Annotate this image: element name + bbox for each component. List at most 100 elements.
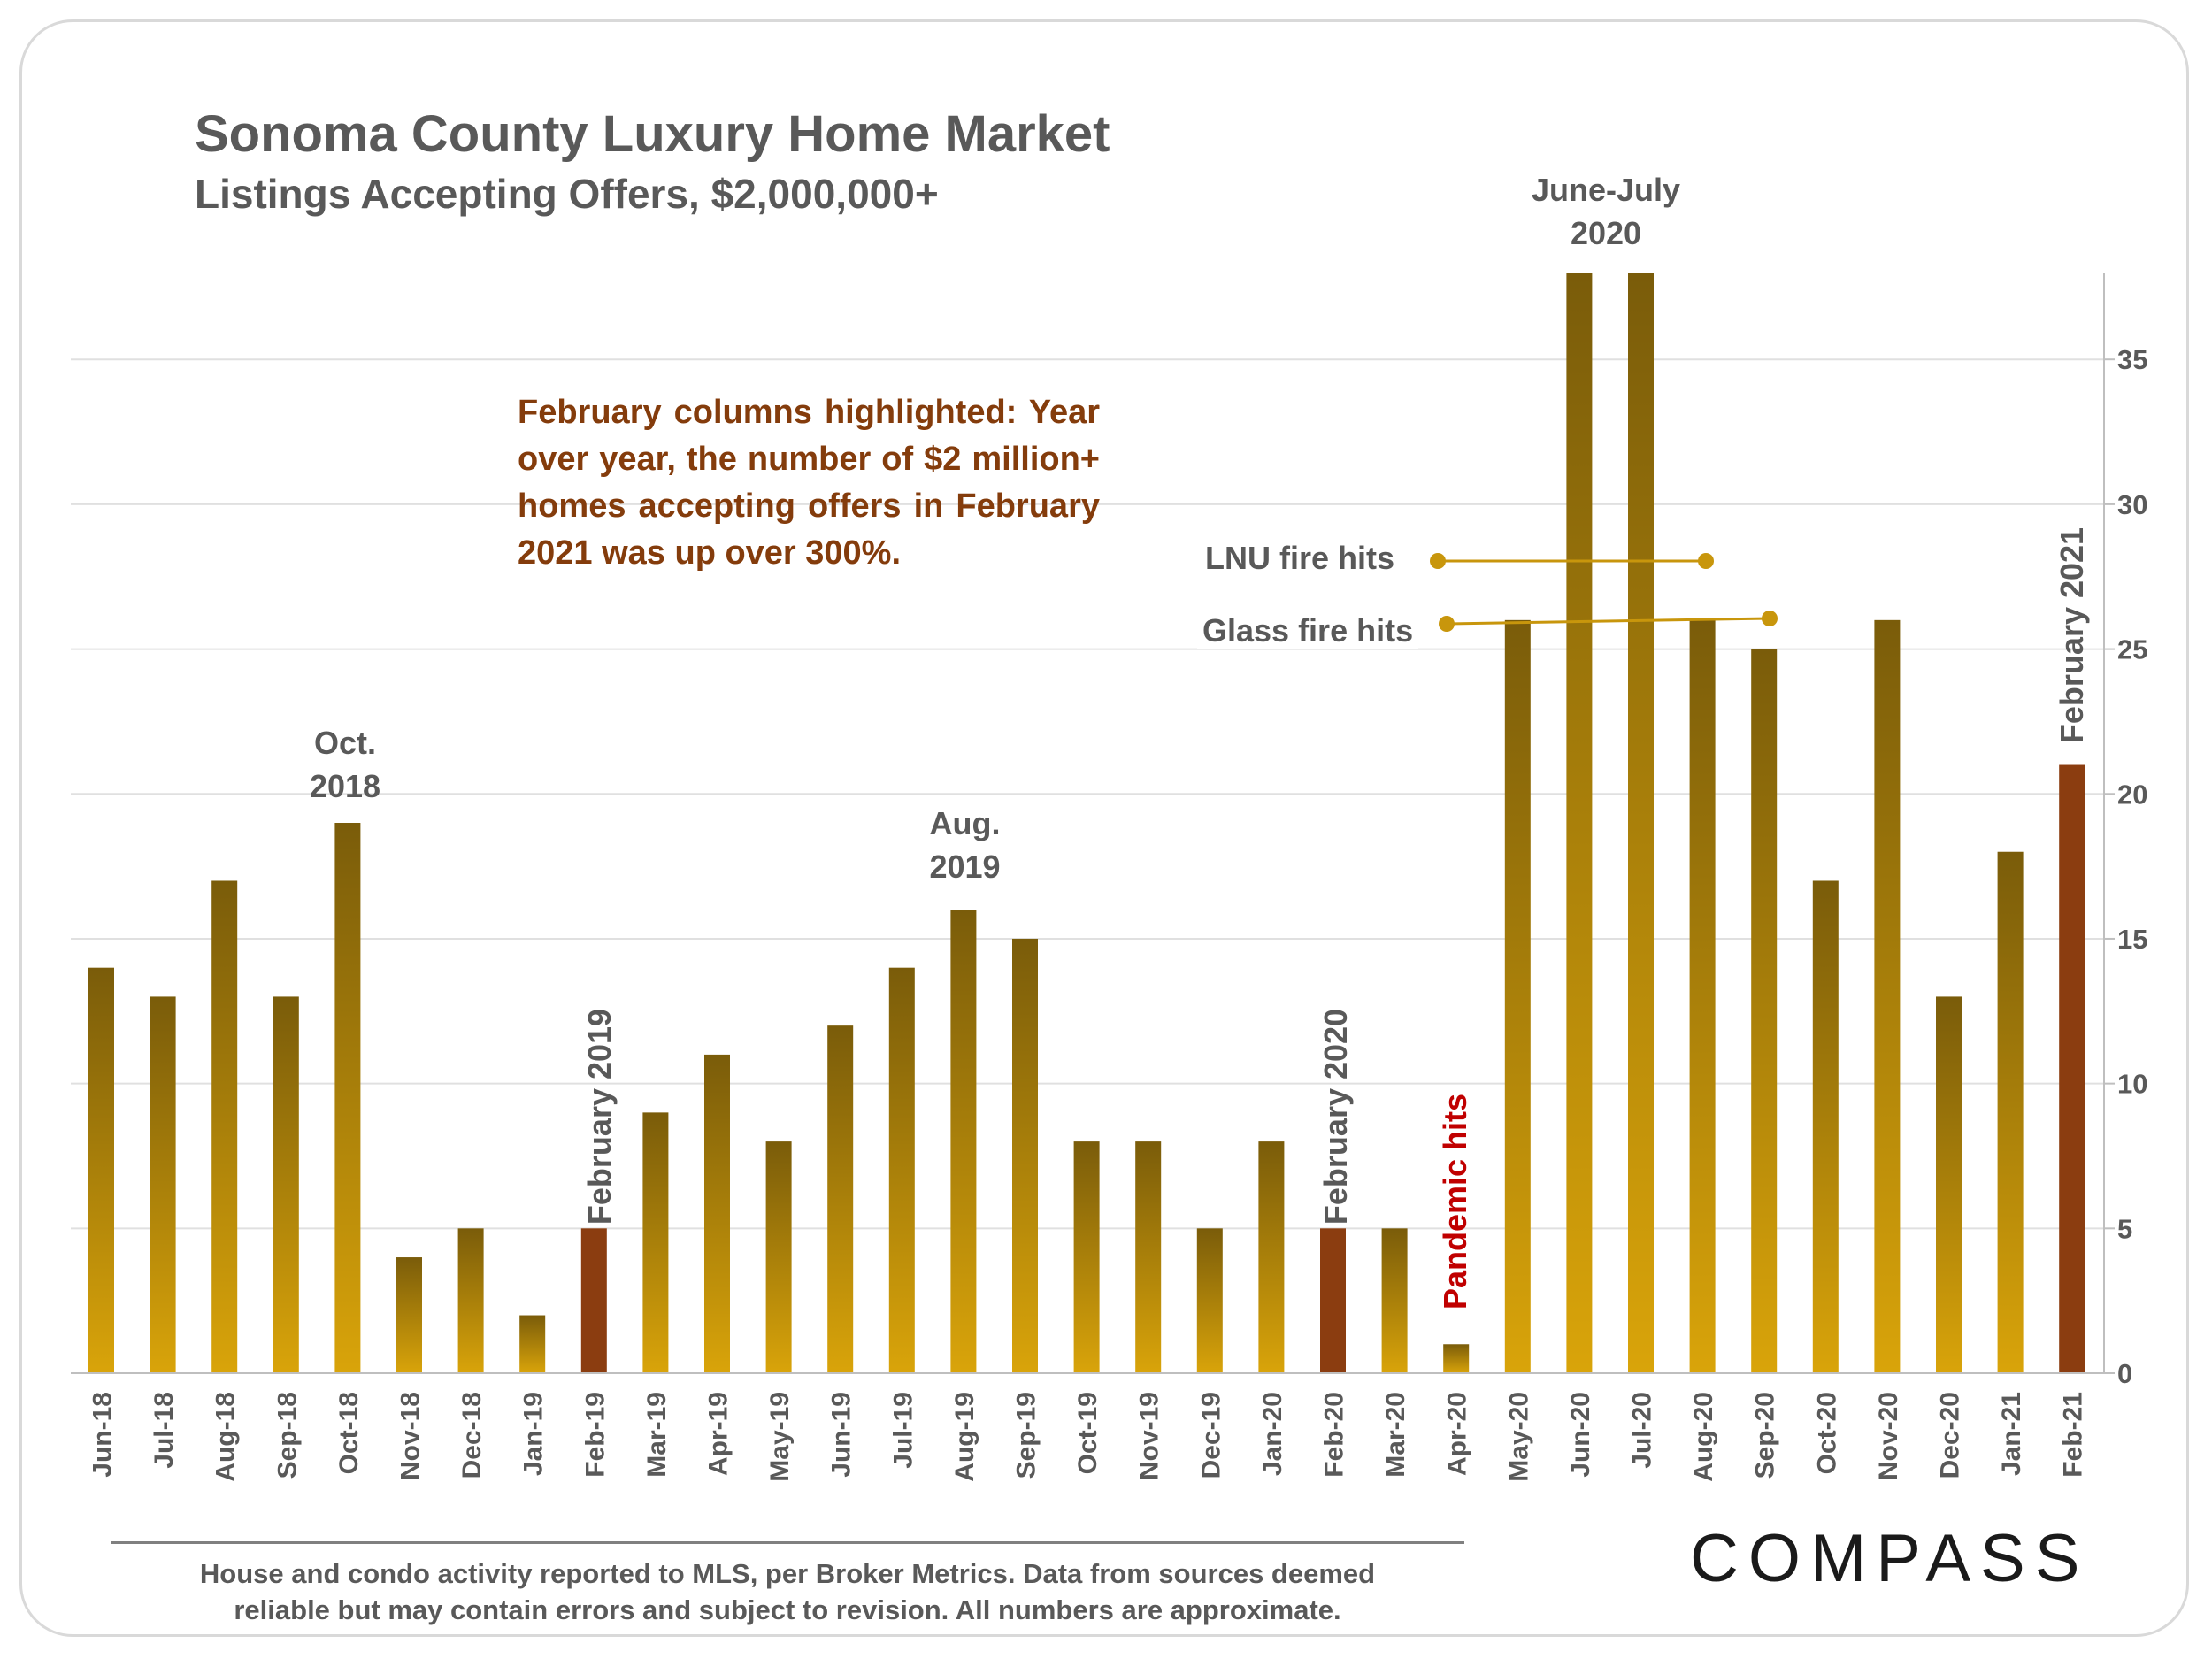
chart-title: Sonoma County Luxury Home Market bbox=[195, 105, 1110, 163]
bar-jan-21 bbox=[1997, 851, 2024, 1373]
compass-logo: COMPASS bbox=[1690, 1521, 2090, 1596]
x-tick-label: Nov-18 bbox=[396, 1392, 426, 1480]
peak-label-line: 2018 bbox=[309, 768, 381, 804]
bars bbox=[88, 273, 2085, 1373]
bar-nov-20 bbox=[1874, 619, 1901, 1373]
x-tick-label: Jan-21 bbox=[1997, 1392, 2026, 1476]
bar-sep-18 bbox=[273, 996, 299, 1373]
event-markers bbox=[1430, 553, 1778, 632]
peak-label-line: 2020 bbox=[1570, 215, 1642, 251]
pandemic-label: Pandemic hits bbox=[1437, 1093, 1473, 1310]
x-tick-label: Jan-20 bbox=[1258, 1392, 1287, 1476]
y-tick-label: 5 bbox=[2117, 1213, 2132, 1244]
x-tick-label: Nov-20 bbox=[1874, 1392, 1903, 1480]
x-tick-label: Dec-18 bbox=[457, 1392, 487, 1479]
footer-line-1: House and condo activity reported to MLS… bbox=[199, 1558, 1376, 1589]
x-tick-label: May-20 bbox=[1504, 1392, 1533, 1482]
x-tick-label: Apr-19 bbox=[704, 1392, 733, 1476]
glass-fire-label: Glass fire hits bbox=[1197, 612, 1419, 649]
bar-may-20 bbox=[1504, 619, 1531, 1373]
x-tick-label: Jun-18 bbox=[88, 1392, 118, 1478]
x-tick-label: May-19 bbox=[765, 1392, 795, 1482]
bar-oct-18 bbox=[334, 823, 361, 1373]
x-tick-label: Jul-20 bbox=[1628, 1392, 1657, 1469]
x-tick-label: Aug-18 bbox=[211, 1392, 241, 1482]
x-tick-label: Mar-20 bbox=[1381, 1392, 1410, 1478]
x-tick-label: Jun-20 bbox=[1566, 1392, 1595, 1478]
x-tick-label: Feb-20 bbox=[1320, 1392, 1349, 1478]
february-2019-label: February 2019 bbox=[581, 1008, 618, 1225]
bar-aug-18 bbox=[211, 880, 238, 1373]
bar-jun-18 bbox=[88, 967, 114, 1373]
bar-apr-20 bbox=[1443, 1344, 1470, 1373]
lnu-fire-dot-end bbox=[1698, 553, 1714, 569]
bar-jul-20 bbox=[1628, 273, 1654, 1373]
peak-label-june-july-2020: June-July 2020 bbox=[1509, 168, 1703, 255]
x-tick-label: Sep-18 bbox=[273, 1392, 302, 1479]
peak-label-line: 2019 bbox=[929, 849, 1001, 885]
bar-nov-18 bbox=[396, 1257, 422, 1373]
y-tick-label: 25 bbox=[2117, 634, 2147, 665]
glass-fire-line bbox=[1446, 617, 1770, 626]
bar-dec-19 bbox=[1196, 1228, 1223, 1373]
peak-label-line: Oct. bbox=[313, 725, 376, 761]
y-tick-label: 30 bbox=[2117, 489, 2147, 520]
x-tick-label: Dec-19 bbox=[1196, 1392, 1225, 1479]
x-tick-label: Oct-18 bbox=[334, 1392, 364, 1474]
bar-mar-19 bbox=[642, 1112, 669, 1373]
footer-divider bbox=[111, 1541, 1464, 1544]
x-tick-label: Jun-19 bbox=[827, 1392, 856, 1478]
bar-apr-19 bbox=[704, 1054, 730, 1373]
bar-feb-21 bbox=[2059, 764, 2085, 1373]
peak-label-aug-2019: Aug. 2019 bbox=[910, 802, 1020, 888]
y-tick-label: 35 bbox=[2117, 344, 2147, 375]
bar-feb-20 bbox=[1320, 1228, 1346, 1373]
x-tick-label: Nov-19 bbox=[1135, 1392, 1164, 1480]
bar-jun-20 bbox=[1566, 273, 1593, 1373]
peak-label-line: June-July bbox=[1531, 172, 1681, 208]
bar-jun-19 bbox=[827, 1025, 854, 1373]
y-tick-label: 0 bbox=[2117, 1358, 2132, 1389]
bar-mar-20 bbox=[1381, 1228, 1408, 1373]
x-tick-label: Feb-21 bbox=[2059, 1392, 2088, 1478]
lnu-fire-label: LNU fire hits bbox=[1200, 540, 1401, 577]
annotation-text: February columns highlighted: Year over … bbox=[518, 394, 1100, 572]
x-tick-label: Mar-19 bbox=[642, 1392, 672, 1478]
glass-fire-dot-start bbox=[1439, 616, 1455, 632]
february-2020-label: February 2020 bbox=[1317, 1008, 1354, 1225]
peak-label-line: Aug. bbox=[929, 805, 1001, 841]
bar-may-19 bbox=[765, 1141, 792, 1373]
bar-jul-18 bbox=[150, 996, 176, 1373]
y-tick-label: 20 bbox=[2117, 779, 2147, 810]
x-tick-label: Aug-20 bbox=[1689, 1392, 1718, 1482]
lnu-fire-dot-start bbox=[1430, 553, 1446, 569]
bar-feb-19 bbox=[580, 1228, 607, 1373]
bar-sep-19 bbox=[1012, 938, 1038, 1373]
bar-jul-19 bbox=[888, 967, 915, 1373]
footer-line-2: reliable but may contain errors and subj… bbox=[234, 1594, 1341, 1625]
bar-jan-19 bbox=[519, 1315, 546, 1373]
x-tick-label: Apr-20 bbox=[1443, 1392, 1472, 1476]
footer-note: House and condo activity reported to MLS… bbox=[111, 1555, 1464, 1628]
bar-sep-20 bbox=[1751, 649, 1778, 1373]
x-tick-label: Sep-20 bbox=[1751, 1392, 1780, 1479]
glass-fire-dot-end bbox=[1762, 611, 1778, 626]
y-tick-label: 10 bbox=[2117, 1069, 2147, 1100]
february-2021-label: February 2021 bbox=[2054, 526, 2090, 744]
chart-subtitle: Listings Accepting Offers, $2,000,000+ bbox=[195, 171, 939, 217]
x-tick-label: Aug-19 bbox=[950, 1392, 979, 1482]
x-tick-label: Jul-18 bbox=[150, 1392, 179, 1469]
x-tick-label: Sep-19 bbox=[1012, 1392, 1041, 1479]
peak-label-oct-2018: Oct. 2018 bbox=[292, 721, 398, 808]
bar-aug-20 bbox=[1689, 619, 1716, 1373]
x-tick-label: Dec-20 bbox=[1936, 1392, 1965, 1479]
bar-nov-19 bbox=[1135, 1141, 1162, 1373]
bar-dec-18 bbox=[457, 1228, 484, 1373]
bar-dec-20 bbox=[1936, 996, 1962, 1373]
y-tick-label: 15 bbox=[2117, 924, 2147, 955]
bar-aug-19 bbox=[950, 910, 977, 1373]
x-tick-label: Jul-19 bbox=[888, 1392, 918, 1469]
bar-jan-20 bbox=[1258, 1141, 1285, 1373]
x-tick-label: Feb-19 bbox=[580, 1392, 610, 1478]
